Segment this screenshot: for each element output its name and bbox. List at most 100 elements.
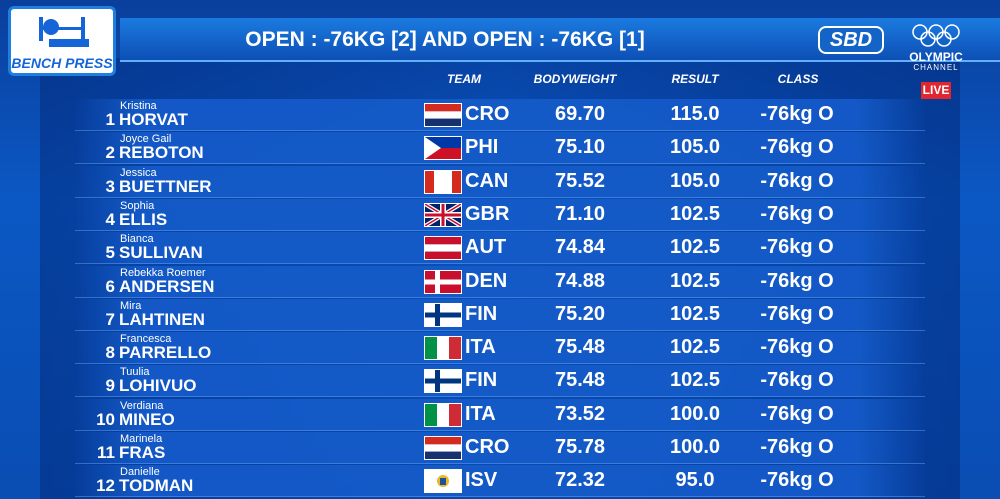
flag bbox=[424, 336, 462, 361]
rank: 10 bbox=[96, 409, 115, 429]
last-name: ANDERSEN bbox=[119, 276, 215, 296]
last-name: LOHIVUO bbox=[119, 376, 197, 396]
rank: 2 bbox=[105, 143, 115, 163]
flag-part bbox=[425, 148, 461, 160]
flag-part bbox=[425, 437, 461, 445]
team-code: FIN bbox=[465, 302, 498, 325]
channel-name: CHANNEL bbox=[913, 63, 959, 72]
first-name: Marinela bbox=[120, 433, 163, 445]
last-name: REBOTON bbox=[119, 143, 204, 163]
title: OPEN : -76KG [2] AND OPEN : -76KG [1] bbox=[245, 28, 645, 51]
team-code: ISV bbox=[465, 469, 498, 492]
badge-icon bbox=[39, 17, 89, 47]
first-name: Sophia bbox=[120, 199, 155, 212]
flag bbox=[424, 269, 462, 294]
flag bbox=[424, 369, 462, 394]
result-row: 6 Rebekka Roemer ANDERSEN DEN 74.88 102.5 -76k… bbox=[75, 265, 925, 298]
first-name: Joyce Gail bbox=[120, 133, 172, 146]
flag-part bbox=[425, 337, 437, 360]
rank: 8 bbox=[105, 343, 115, 363]
team-code: PHI bbox=[465, 136, 499, 159]
column-header: BODYWEIGHT bbox=[533, 72, 617, 86]
bodyweight: 72.32 bbox=[554, 469, 606, 492]
channel-name: OLYMPIC bbox=[909, 50, 963, 64]
first-name: Mira bbox=[120, 299, 142, 312]
result: 102.5 bbox=[669, 302, 721, 325]
bodyweight: 73.52 bbox=[554, 402, 606, 425]
first-name: Tuulia bbox=[120, 366, 150, 379]
flag bbox=[424, 402, 462, 427]
team-code: GBR bbox=[465, 202, 510, 225]
bodyweight: 71.10 bbox=[554, 202, 606, 225]
result: 115.0 bbox=[670, 103, 720, 125]
flag-part bbox=[449, 403, 461, 426]
bodyweight: 75.20 bbox=[554, 302, 606, 325]
result: 102.5 bbox=[669, 369, 721, 392]
result: 102.5 bbox=[669, 336, 721, 359]
last-name: BUETTNER bbox=[119, 176, 212, 196]
rank: 7 bbox=[105, 309, 115, 329]
flag-part bbox=[425, 244, 461, 252]
bodyweight: 74.88 bbox=[554, 269, 606, 292]
result: 105.0 bbox=[669, 169, 721, 192]
badge-label: BENCH PRESS bbox=[11, 55, 113, 71]
last-name: FRAS bbox=[119, 443, 166, 462]
last-name: SULLIVAN bbox=[119, 243, 203, 263]
column-header: TEAM bbox=[447, 72, 481, 86]
result: 102.5 bbox=[669, 202, 721, 225]
rank: 4 bbox=[105, 209, 115, 229]
flag-part bbox=[425, 251, 461, 260]
flag-part bbox=[425, 104, 461, 112]
flag-part bbox=[425, 378, 461, 384]
flag-part bbox=[434, 170, 452, 193]
olympic-rings bbox=[912, 24, 960, 47]
first-name: Francesca bbox=[120, 333, 172, 346]
class: -76kg O bbox=[760, 103, 834, 125]
result-row: 12 Danielle TODMAN ISV 72.32 95.0 -76kg O bbox=[75, 465, 925, 498]
last-name: MINEO bbox=[119, 409, 175, 429]
rank: 1 bbox=[105, 110, 115, 129]
result: 95.0 bbox=[675, 469, 715, 492]
first-name: Danielle bbox=[120, 466, 160, 479]
flag bbox=[424, 202, 462, 227]
flag-part bbox=[425, 312, 461, 318]
first-name: Bianca bbox=[120, 233, 154, 246]
flag-part bbox=[425, 237, 461, 245]
result-row: 3 Jessica BUETTNER CAN 75.52 105.0 -76kg O bbox=[75, 165, 925, 198]
first-name: Rebekka Roemer bbox=[120, 266, 206, 279]
flag-part bbox=[449, 337, 461, 360]
column-header: CLASS bbox=[777, 72, 819, 86]
flag bbox=[424, 103, 462, 127]
class: -76kg O bbox=[760, 269, 834, 292]
team-code: CRO bbox=[465, 103, 510, 125]
team-code: CAN bbox=[465, 169, 509, 192]
live-badge: LIVE bbox=[921, 82, 951, 99]
bodyweight: 75.48 bbox=[554, 336, 606, 359]
flag-part bbox=[425, 137, 441, 160]
last-name: LAHTINEN bbox=[119, 309, 205, 329]
flag-part bbox=[425, 111, 461, 119]
flag bbox=[424, 436, 462, 460]
result-row: 1 Kristina HORVAT CRO 69.70 115.0 -76kg O bbox=[75, 99, 925, 131]
team-code: DEN bbox=[465, 269, 508, 292]
last-name: PARRELLO bbox=[119, 343, 212, 363]
result-row: 8 Francesca PARRELLO ITA 75.48 102.5 -76kg O bbox=[75, 332, 925, 365]
bodyweight: 75.78 bbox=[554, 436, 606, 458]
team-code: ITA bbox=[465, 336, 496, 359]
rank: 12 bbox=[96, 476, 115, 496]
flag-part bbox=[425, 279, 461, 284]
flag-part bbox=[425, 118, 461, 126]
class: -76kg O bbox=[760, 169, 834, 192]
bodyweight: 75.10 bbox=[554, 136, 606, 159]
rank: 3 bbox=[105, 176, 115, 196]
flag-part bbox=[425, 451, 461, 459]
result-row: 5 Bianca SULLIVAN AUT 74.84 102.5 -76kg O bbox=[75, 232, 925, 265]
flag-part bbox=[425, 444, 461, 452]
result: 100.0 bbox=[669, 436, 721, 458]
flag bbox=[424, 136, 462, 161]
flag-part bbox=[440, 478, 446, 486]
team-code: FIN bbox=[465, 369, 498, 392]
rank: 11 bbox=[97, 443, 115, 462]
result-row: 4 Sophia ELLIS GBR 71.10 102.5 -76kg O bbox=[75, 198, 925, 231]
